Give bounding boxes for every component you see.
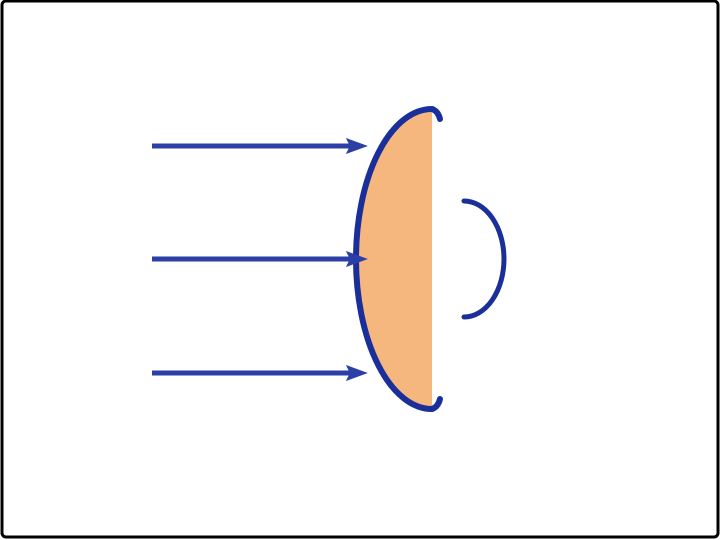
diagram-svg — [0, 0, 720, 540]
diagram-frame — [0, 0, 720, 540]
